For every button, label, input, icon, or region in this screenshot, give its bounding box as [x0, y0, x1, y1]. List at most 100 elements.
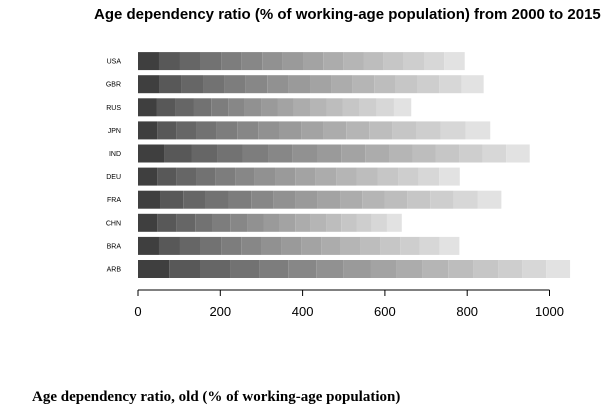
- bar-segment-deu-15: [439, 167, 460, 186]
- bar-segment-chn-13: [356, 213, 372, 232]
- bar-segment-rus-3: [193, 98, 212, 117]
- bar-segment-jpn-3: [196, 121, 217, 140]
- bar-segment-bra-5: [241, 236, 262, 255]
- bar-segment-rus-11: [326, 98, 343, 117]
- bar-segment-gbr-6: [267, 75, 289, 94]
- bar-segment-jpn-4: [216, 121, 238, 140]
- bar-segment-fra-8: [317, 190, 341, 209]
- bar-segment-deu-2: [176, 167, 197, 186]
- bar-segment-chn-10: [310, 213, 327, 232]
- x-tick-label-1000: 1000: [535, 304, 564, 319]
- bar-segment-fra-7: [295, 190, 318, 209]
- category-label-fra: FRA: [107, 197, 121, 204]
- bar-segment-jpn-12: [392, 121, 417, 140]
- bar-segment-gbr-0: [138, 75, 160, 94]
- bar-segment-deu-5: [235, 167, 255, 186]
- bar-segment-ind-6: [292, 144, 318, 163]
- bar-segment-usa-1: [158, 52, 180, 71]
- bar-segment-jpn-2: [176, 121, 197, 140]
- bar-segment-bra-13: [400, 236, 420, 255]
- bar-segment-fra-0: [138, 190, 161, 209]
- bar-segment-ind-5: [268, 144, 293, 163]
- bar-segment-arb-5: [288, 260, 317, 278]
- category-label-jpn: JPN: [108, 128, 121, 135]
- bar-segment-ind-9: [365, 144, 390, 163]
- bar-segment-ind-10: [389, 144, 413, 163]
- bar-segment-fra-15: [477, 190, 502, 209]
- category-label-gbr: GBR: [106, 82, 121, 89]
- bar-segment-chn-6: [247, 213, 264, 232]
- bar-segment-fra-14: [453, 190, 478, 209]
- bar-segment-gbr-15: [461, 75, 484, 94]
- bar-segment-usa-7: [282, 52, 304, 71]
- bar-segment-chn-8: [279, 213, 296, 232]
- bar-segment-usa-10: [343, 52, 364, 71]
- bar-segment-fra-5: [251, 190, 274, 209]
- bar-segment-chn-0: [138, 213, 158, 232]
- bar-segment-gbr-14: [439, 75, 462, 94]
- category-label-bra: BRA: [107, 243, 122, 250]
- bar-segment-fra-3: [205, 190, 229, 209]
- category-label-deu: DEU: [106, 174, 121, 181]
- bar-segment-usa-4: [221, 52, 242, 71]
- bar-segment-deu-11: [356, 167, 378, 186]
- bar-segment-bra-6: [261, 236, 282, 255]
- bar-segment-deu-6: [254, 167, 276, 186]
- bar-segment-jpn-1: [157, 121, 177, 140]
- x-tick-label-200: 200: [209, 304, 231, 319]
- bar-segment-gbr-9: [331, 75, 353, 94]
- bar-segment-fra-1: [160, 190, 184, 209]
- bar-segment-bra-2: [179, 236, 201, 255]
- bar-segment-jpn-0: [138, 121, 158, 140]
- category-labels: ARB BRA CHN FRA DEU IND JPN RUS GBR USA: [106, 59, 122, 274]
- bar-segment-chn-9: [295, 213, 311, 232]
- bar-segment-fra-4: [228, 190, 252, 209]
- bar-segment-deu-9: [315, 167, 337, 186]
- bar-segment-deu-7: [275, 167, 296, 186]
- bar-segment-ind-14: [482, 144, 507, 163]
- bar-segment-bra-1: [158, 236, 180, 255]
- bar-segment-ind-4: [242, 144, 269, 163]
- bar-segment-chn-15: [386, 213, 402, 232]
- category-label-ind: IND: [109, 151, 121, 158]
- bar-segment-bra-3: [200, 236, 222, 255]
- bar-segment-gbr-5: [245, 75, 268, 94]
- bar-segment-jpn-8: [301, 121, 324, 140]
- bar-segment-arb-9: [396, 260, 423, 278]
- bar-segment-bra-7: [281, 236, 302, 255]
- bar-segment-rus-14: [376, 98, 394, 117]
- bar-segment-gbr-2: [181, 75, 204, 94]
- bar-segment-deu-12: [377, 167, 399, 186]
- bar-segment-gbr-7: [288, 75, 311, 94]
- bar-segment-jpn-5: [237, 121, 259, 140]
- bar-segment-usa-5: [241, 52, 263, 71]
- bar-segment-gbr-4: [224, 75, 246, 94]
- bar-segment-bra-14: [419, 236, 440, 255]
- bar-segment-gbr-13: [417, 75, 440, 94]
- bar-segment-usa-0: [138, 52, 159, 71]
- bar-segment-bra-11: [360, 236, 381, 255]
- bar-segment-arb-14: [522, 260, 547, 278]
- bar-segment-deu-8: [295, 167, 316, 186]
- bar-segment-rus-2: [175, 98, 194, 117]
- figure-caption: Age dependency ratio, old (% of working-…: [32, 389, 401, 405]
- bar-segment-ind-15: [506, 144, 530, 163]
- bar-segment-ind-7: [317, 144, 342, 163]
- bar-segment-usa-12: [383, 52, 404, 71]
- bar-segment-rus-13: [359, 98, 377, 117]
- bar-segment-gbr-11: [374, 75, 396, 94]
- bar-segment-deu-1: [157, 167, 177, 186]
- bar-segment-bra-0: [138, 236, 159, 255]
- category-label-rus: RUS: [106, 105, 121, 112]
- bar-segment-usa-15: [444, 52, 465, 71]
- bar-segment-gbr-1: [159, 75, 182, 94]
- bar-segment-chn-14: [371, 213, 387, 232]
- bar-segment-ind-1: [164, 144, 192, 163]
- bar-segment-chn-11: [326, 213, 342, 232]
- bar-segment-fra-11: [384, 190, 408, 209]
- bars-group: [138, 52, 571, 278]
- bar-segment-jpn-14: [440, 121, 466, 140]
- bar-segment-ind-11: [412, 144, 436, 163]
- category-label-arb: ARB: [107, 267, 122, 274]
